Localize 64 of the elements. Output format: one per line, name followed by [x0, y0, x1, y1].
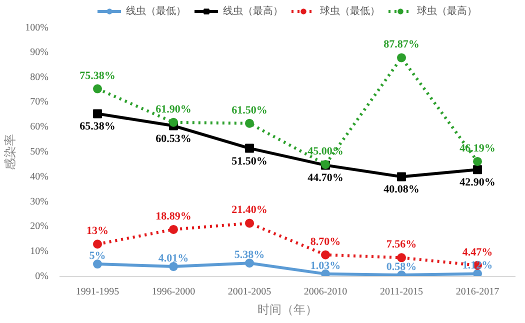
point [93, 240, 102, 249]
data-label: 75.38% [80, 70, 116, 82]
point [473, 156, 482, 166]
data-label: 4.01% [158, 252, 189, 265]
data-label: 21.40% [232, 204, 268, 216]
y-tick-label: 10% [30, 246, 49, 258]
point [169, 224, 178, 234]
point [397, 172, 406, 182]
data-label: 45.00% [308, 145, 344, 158]
legend-label: 球虫（最低） [320, 4, 380, 18]
data-label: 13% [86, 225, 108, 238]
point [321, 269, 330, 276]
y-tick-label: 100% [25, 22, 49, 34]
y-tick-label: 30% [30, 196, 49, 208]
x-tick-label: 1996-2000 [152, 286, 196, 298]
y-tick-label: 0% [35, 271, 49, 282]
data-label: 46.19% [460, 142, 496, 154]
point [245, 118, 254, 128]
point [245, 144, 254, 153]
y-tick-label: 50% [30, 146, 49, 158]
data-label: 65.38% [80, 120, 116, 133]
data-label: 40.08% [384, 184, 420, 196]
x-tick-label: 2006-2010 [304, 286, 348, 298]
x-tick-label: 2011-2015 [380, 286, 423, 298]
data-label: 5% [89, 250, 106, 262]
y-axis-title: 感染率 [3, 134, 18, 170]
legend-label: 线虫（最低） [126, 4, 186, 18]
data-label: 1.03% [310, 260, 341, 272]
data-label: 61.50% [232, 104, 268, 116]
y-tick-label: 90% [30, 46, 49, 58]
x-tick-label: 2016-2017 [456, 286, 500, 298]
point [169, 118, 178, 127]
data-label: 5.38% [234, 249, 265, 262]
point [397, 53, 406, 62]
point [93, 260, 102, 269]
point [93, 84, 102, 94]
y-tick-label: 20% [30, 221, 49, 232]
data-label: 18.89% [156, 210, 192, 222]
data-label: 7.56% [386, 238, 417, 251]
data-label: 4.47% [462, 246, 493, 258]
point [245, 258, 254, 268]
x-axis-title: 时间（年） [258, 302, 318, 316]
x-tick-label: 1991-1995 [76, 286, 120, 298]
data-label: 42.90% [460, 176, 496, 189]
y-tick-label: 70% [30, 96, 49, 108]
point [473, 165, 482, 174]
x-tick-label: 2001-2005 [228, 286, 272, 298]
legend-label: 线虫（最高） [223, 4, 283, 18]
data-label: 61.90% [156, 103, 192, 116]
point [245, 218, 254, 228]
y-tick-label: 40% [30, 171, 49, 182]
data-label: 60.53% [156, 132, 192, 145]
point [169, 262, 178, 272]
point [93, 109, 102, 118]
data-label: 0.58% [386, 261, 417, 274]
data-label: 87.87% [384, 38, 420, 51]
data-label: 51.50% [232, 155, 268, 168]
y-tick-label: 60% [30, 122, 49, 133]
y-tick-label: 80% [30, 72, 49, 83]
point [397, 253, 406, 262]
data-label: 44.70% [308, 172, 344, 184]
point [321, 250, 330, 260]
data-label: 8.70% [310, 236, 341, 248]
legend-label: 球虫（最高） [417, 4, 477, 18]
